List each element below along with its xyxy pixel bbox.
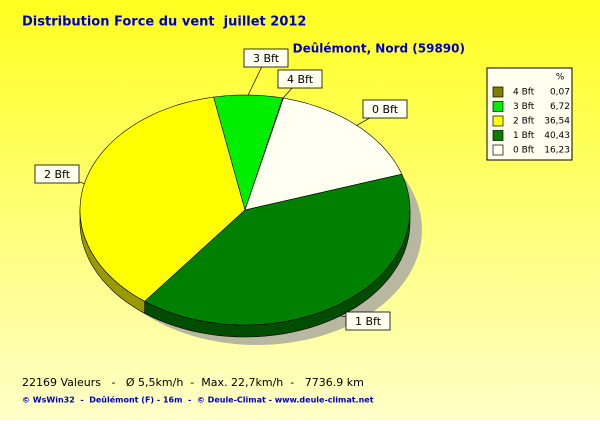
legend-value: 40,43: [544, 131, 570, 141]
legend-swatch: [492, 144, 504, 156]
legend-label: 1 Bft: [513, 131, 535, 141]
legend-label: 2 Bft: [513, 117, 535, 127]
legend-swatch: [492, 86, 504, 98]
slice: [79, 96, 246, 302]
legend-title: %: [556, 73, 565, 83]
slice-label: 1 Bft: [355, 315, 382, 328]
chart-title: Distribution Force du vent juillet 2012: [22, 15, 306, 30]
slice: [244, 97, 403, 211]
legend-swatch: [492, 101, 504, 112]
credits: © WsWin32 - Deûlémont (F) - 16m - © Deul…: [22, 395, 374, 405]
slice-label: 3 Bft: [253, 52, 280, 65]
pie: 4 Bft 3 Bft 2 Bft 1 Bft 0 Bft: [34, 48, 422, 345]
label-box: [243, 48, 289, 68]
label-box: [34, 164, 80, 184]
legend-value: 16,23: [544, 146, 570, 156]
slice-label: 0 Bft: [372, 103, 399, 116]
chart-subtitle: Deûlémont, Nord (59890): [293, 42, 465, 56]
legend-value: 6,72: [550, 102, 570, 112]
legend-value: 36,54: [544, 117, 570, 127]
legend-label: 0 Bft: [513, 146, 535, 156]
legend-swatch: [492, 115, 504, 127]
footer: 22169 Valeurs - Ø 5,5km/h - Max. 22,7km/…: [22, 376, 364, 389]
slice: [213, 94, 284, 212]
slice: [144, 173, 411, 326]
slice-label: 4 Bft: [287, 73, 314, 86]
slice-label: 2 Bft: [44, 168, 71, 181]
label-box: [277, 69, 323, 89]
legend-label: 3 Bft: [513, 102, 535, 112]
label-box: [362, 99, 408, 119]
label-box: [345, 311, 391, 331]
legend-value: 0,07: [550, 88, 570, 98]
legend-label: 4 Bft: [513, 88, 535, 98]
legend: % 4 Bft 0,07 3 Bft 6,72 2 Bft 36,54 1 Bft 40,43 0…: [486, 67, 573, 161]
legend-swatch: [492, 130, 504, 141]
